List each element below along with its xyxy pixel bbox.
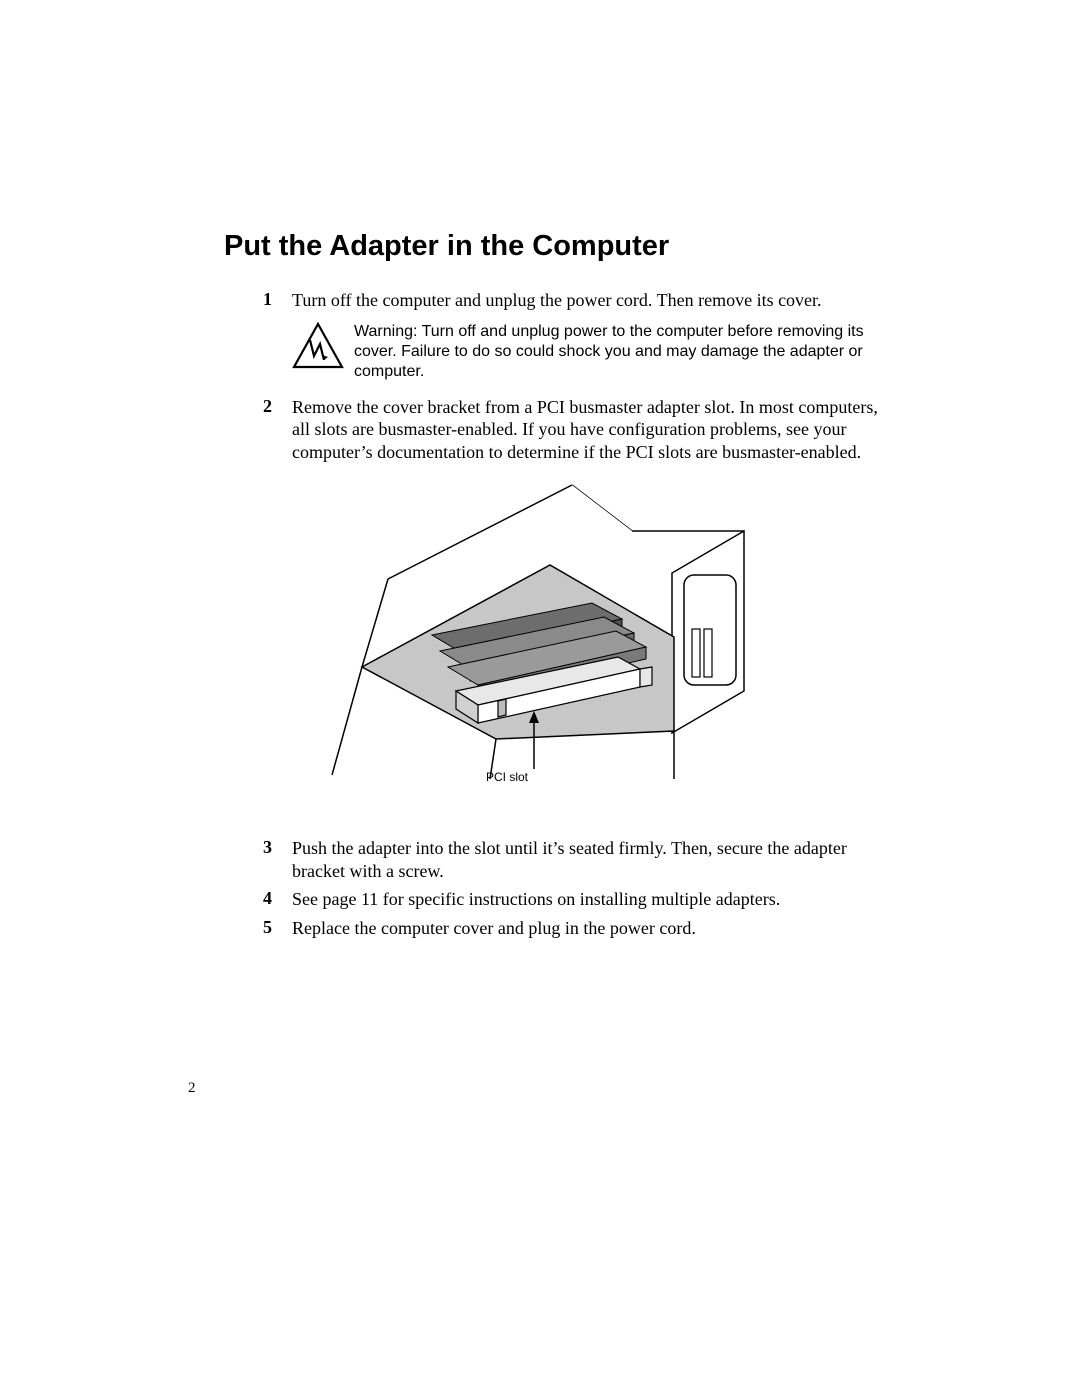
document-page: Put the Adapter in the Computer 1 Turn o… <box>0 0 1080 1397</box>
step-text: Replace the computer cover and plug in t… <box>292 917 900 940</box>
warning-icon <box>292 322 344 370</box>
step-3: 3 Push the adapter into the slot until i… <box>188 837 900 882</box>
step-text: See page 11 for specific instructions on… <box>292 888 900 911</box>
warning-block: Warning: Turn off and unplug power to th… <box>292 322 900 382</box>
step-2: 2 Remove the cover bracket from a PCI bu… <box>188 396 900 464</box>
pci-diagram: PCI slot <box>292 479 772 819</box>
step-number: 5 <box>188 917 292 938</box>
step-4: 4 See page 11 for specific instructions … <box>188 888 900 911</box>
warning-text: Warning: Turn off and unplug power to th… <box>344 322 900 382</box>
step-text: Turn off the computer and unplug the pow… <box>292 289 900 312</box>
page-title: Put the Adapter in the Computer <box>224 230 900 263</box>
step-5: 5 Replace the computer cover and plug in… <box>188 917 900 940</box>
page-number: 2 <box>188 1080 196 1097</box>
diagram-label: PCI slot <box>486 770 529 784</box>
step-1: 1 Turn off the computer and unplug the p… <box>188 289 900 312</box>
step-number: 2 <box>188 396 292 417</box>
step-number: 1 <box>188 289 292 310</box>
step-text: Push the adapter into the slot until it’… <box>292 837 900 882</box>
step-number: 4 <box>188 888 292 909</box>
step-number: 3 <box>188 837 292 858</box>
step-text: Remove the cover bracket from a PCI busm… <box>292 396 900 464</box>
